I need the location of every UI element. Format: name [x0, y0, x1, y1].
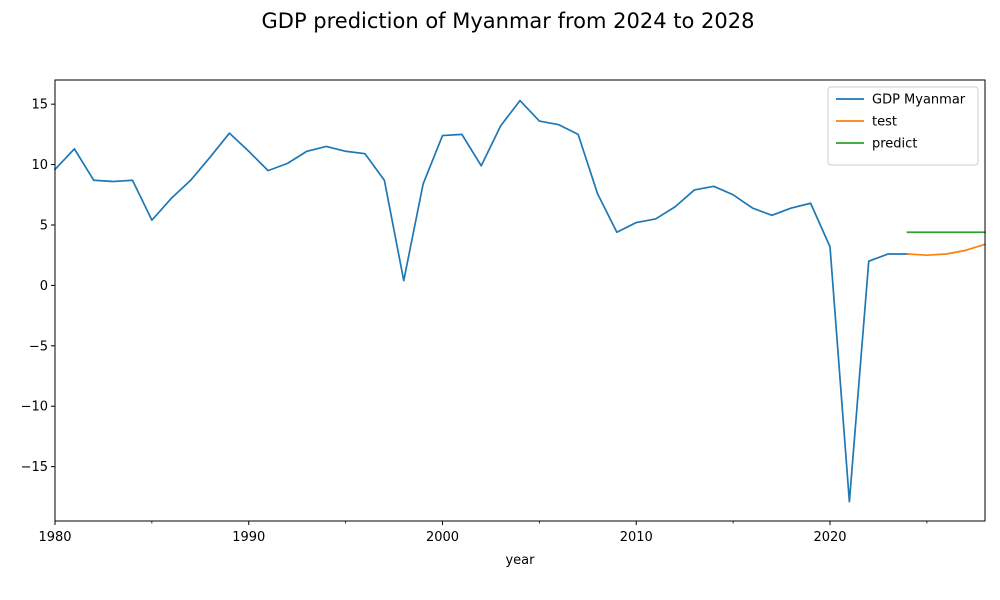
x-axis-label: year	[505, 553, 535, 568]
x-tick-label-1: 1990	[232, 530, 265, 545]
plot-lines	[53, 99, 987, 503]
y-axis: −15 −10 −5 0 5 10 15	[21, 98, 55, 475]
x-tick-label-4: 2020	[813, 530, 846, 545]
legend: GDP Myanmar test predict	[827, 86, 979, 166]
y-tick-label-2: −5	[29, 339, 48, 354]
x-tick-label-2: 2000	[426, 530, 459, 545]
legend-box	[827, 86, 979, 166]
y-tick-label-4: 5	[40, 218, 48, 233]
chart-title: GDP prediction of Myanmar from 2024 to 2…	[262, 9, 755, 33]
legend-entry-0: GDP Myanmar	[872, 93, 966, 108]
y-tick-label-0: −15	[21, 460, 48, 475]
series-line-1	[906, 243, 987, 257]
y-tick-label-3: 0	[40, 279, 48, 294]
legend-entry-2: predict	[872, 137, 917, 152]
y-tick-label-1: −10	[21, 400, 48, 415]
x-tick-label-0: 1980	[38, 530, 71, 545]
plot-frame	[54, 79, 986, 522]
y-tick-label-5: 10	[31, 158, 48, 173]
legend-entry-1: test	[872, 115, 897, 130]
x-axis: 1980 1990 2000 2010 2020	[38, 521, 928, 545]
x-tick-label-3: 2010	[620, 530, 653, 545]
series-line-0	[53, 99, 909, 503]
y-tick-label-6: 15	[31, 98, 48, 113]
